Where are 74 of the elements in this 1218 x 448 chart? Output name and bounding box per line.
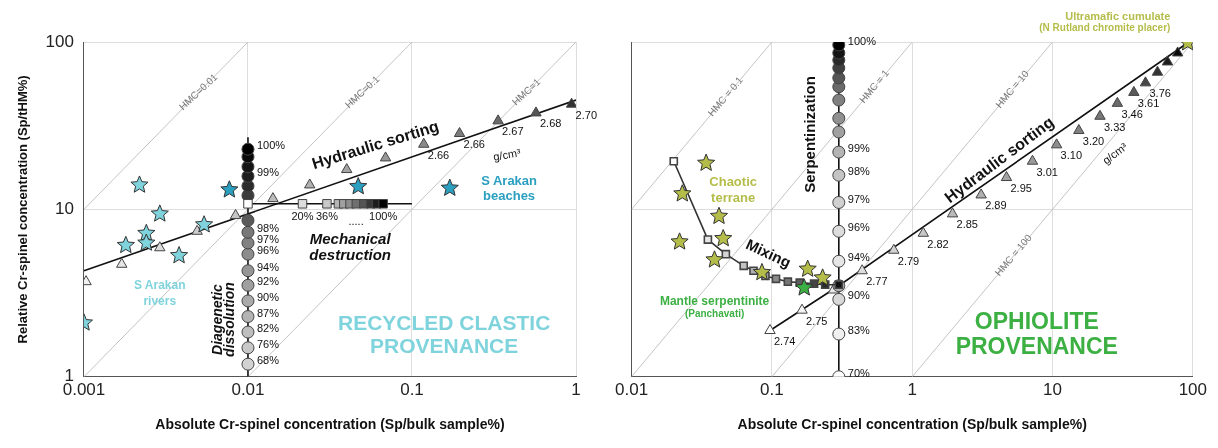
annotation: 70% <box>847 366 871 379</box>
annotation: Mechanical <box>309 229 392 247</box>
annotation: 3.33 <box>1103 120 1126 133</box>
x-tick-label: 1 <box>907 379 917 399</box>
x-tick-label: 1 <box>571 379 581 399</box>
annotation: RECYCLED CLASTIC <box>337 311 551 335</box>
text: Ultramafic cumulate <box>1065 9 1171 22</box>
annotation: PROVENANCE <box>955 332 1118 359</box>
annotation: 98% <box>256 222 280 235</box>
annotation: destruction <box>309 245 391 263</box>
text: (N Rutland chromite placer) <box>1039 22 1171 34</box>
annotation: 82% <box>256 322 280 335</box>
annotation: 2.67 <box>502 125 524 138</box>
annotation: 94% <box>256 260 280 273</box>
annotation: 2.75 <box>806 314 828 327</box>
x-tick-label: 10 <box>1043 379 1062 399</box>
annotation: 92% <box>256 275 280 288</box>
y-tick-label: 10 <box>55 199 74 219</box>
annotation: 100% <box>256 139 286 152</box>
annotation: g/cm³ <box>492 146 522 163</box>
annotation: 100% <box>369 210 398 223</box>
x-tick-label: 0.1 <box>400 379 424 399</box>
annotation: (Panchavati) <box>684 308 745 320</box>
annotation: 99% <box>847 142 871 155</box>
annotation: 99% <box>256 166 280 179</box>
annotation: 2.95 <box>1010 182 1032 195</box>
annotation: 2.79 <box>897 254 920 267</box>
annotation: 98% <box>847 165 871 178</box>
annotation: Serpentinization <box>801 76 819 193</box>
annotation: rivers <box>143 294 177 309</box>
annotation: 2.66 <box>463 138 485 151</box>
annotation: 20% <box>291 210 314 223</box>
annotation: 68% <box>256 354 280 367</box>
annotation: 3.20 <box>1082 135 1105 148</box>
annotation: terrane <box>711 189 756 205</box>
annotation: 3.46 <box>1121 107 1143 120</box>
annotation: 96% <box>847 221 871 234</box>
annotation: 96% <box>256 244 280 257</box>
annotation: 2.77 <box>866 275 888 288</box>
annotation: Mantle serpentinite <box>659 294 770 309</box>
y-axis-title: Relative Cr-spinel concentration (Sp/tHM%) <box>15 75 31 344</box>
annotation: 2.68 <box>539 117 562 130</box>
annotation: 87% <box>256 306 280 319</box>
annotation: S Arakan <box>133 278 186 293</box>
annotation: 2.74 <box>774 335 796 348</box>
annotation: 2.82 <box>927 237 949 250</box>
annotation: 2.70 <box>575 108 598 121</box>
annotation: 83% <box>847 324 871 337</box>
annotation: beaches <box>483 188 536 204</box>
annotation: 94% <box>847 251 871 264</box>
annotation: 90% <box>847 289 871 302</box>
annotation: S Arakan <box>481 172 538 188</box>
annotation: 2.66 <box>427 148 450 161</box>
x-axis-title: Absolute Cr-spinel concentration (Sp/bulk sample%) <box>155 416 505 433</box>
annotation: PROVENANCE <box>370 334 519 358</box>
x-tick-label: 0.01 <box>231 379 265 399</box>
annotation: 97% <box>847 192 871 205</box>
annotation: 2.85 <box>956 218 978 231</box>
annotation: 97% <box>256 233 280 246</box>
annotation: OPHIOLITE <box>974 308 1099 335</box>
x-tick-label: 0.1 <box>760 379 784 399</box>
annotation: 76% <box>256 337 280 350</box>
annotation: 100% <box>847 35 877 47</box>
annotation: Chaotic <box>709 173 757 189</box>
annotation: 2.89 <box>985 199 1007 212</box>
y-tick-label: 100 <box>45 31 74 51</box>
annotation: ..... <box>348 215 364 228</box>
annotation: 3.10 <box>1060 149 1083 162</box>
x-axis-title: Absolute Cr-spinel concentration (Sp/bulk sample%) <box>737 416 1087 433</box>
annotation: 36% <box>315 210 339 223</box>
x-tick-label: 0.01 <box>615 379 649 399</box>
annotation: 3.01 <box>1036 165 1058 178</box>
x-tick-label: 100 <box>1178 379 1208 399</box>
annotation: 90% <box>256 290 280 303</box>
